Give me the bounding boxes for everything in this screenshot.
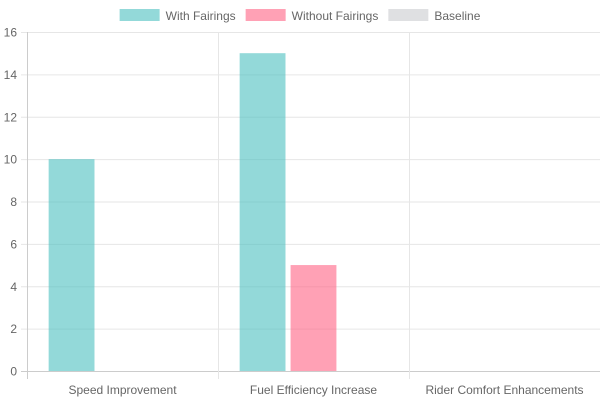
legend-item-baseline[interactable]: Baseline xyxy=(388,9,481,23)
bar-with-fairings[interactable] xyxy=(239,53,286,371)
y-tick-label: 2 xyxy=(10,322,17,336)
bars xyxy=(48,53,337,371)
y-tick-label: 12 xyxy=(4,110,18,124)
legend-swatch xyxy=(245,9,286,21)
legend-label: Baseline xyxy=(434,9,480,23)
x-tick-label: Rider Comfort Enhancements xyxy=(425,383,583,397)
grid xyxy=(21,32,600,379)
y-tick-label: 8 xyxy=(10,195,17,209)
axes: 0 2 4 6 8 10 12 14 16 Speed Improvement Fuel Effic… xyxy=(4,26,584,398)
legend-label: With Fairings xyxy=(166,9,236,23)
x-tick-label: Fuel Efficiency Increase xyxy=(250,383,377,397)
legend-swatch xyxy=(388,9,429,21)
legend-label: Without Fairings xyxy=(292,9,379,23)
legend-swatch xyxy=(119,9,160,21)
y-tick-label: 10 xyxy=(4,153,18,167)
y-tick-label: 6 xyxy=(10,237,17,251)
y-tick-label: 16 xyxy=(4,26,18,40)
y-tick-label: 0 xyxy=(10,365,17,379)
y-tick-label: 14 xyxy=(4,68,18,82)
legend-item-without-fairings[interactable]: Without Fairings xyxy=(245,9,379,23)
legend[interactable]: With Fairings Without Fairings Baseline xyxy=(119,9,481,23)
y-tick-label: 4 xyxy=(10,280,17,294)
x-tick-label: Speed Improvement xyxy=(68,383,177,397)
bar-without-fairings[interactable] xyxy=(290,265,337,371)
legend-item-with-fairings[interactable]: With Fairings xyxy=(119,9,236,23)
bar-with-fairings[interactable] xyxy=(48,159,95,371)
